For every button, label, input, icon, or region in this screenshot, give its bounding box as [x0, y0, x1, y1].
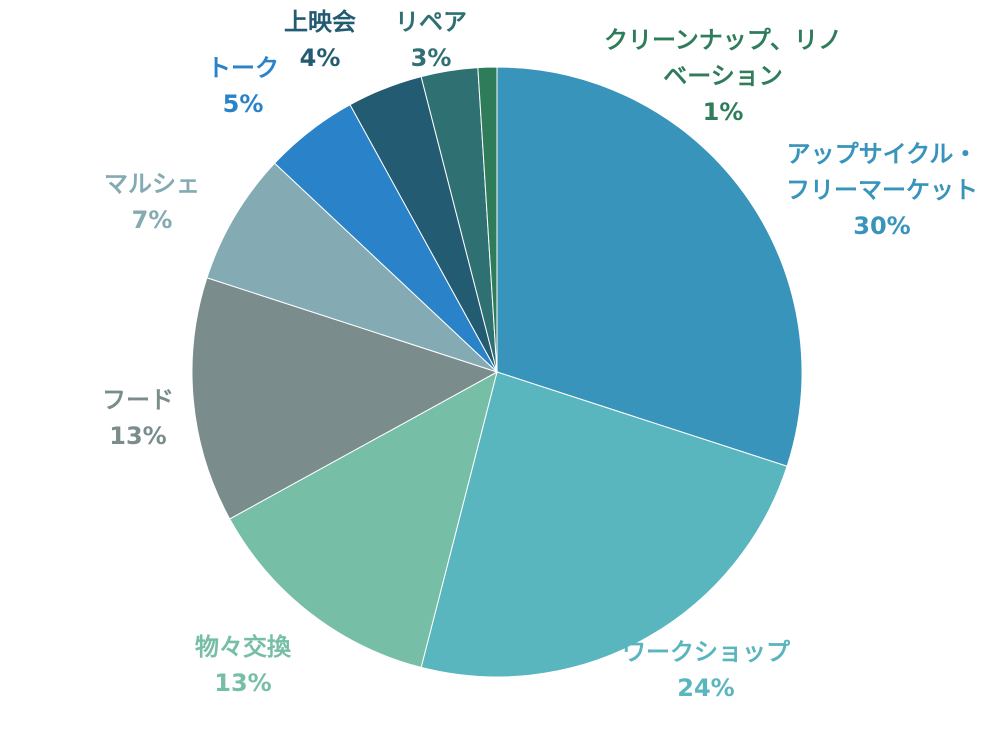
data-label-value: 13% — [214, 669, 271, 697]
data-label-category: ベーション — [663, 62, 783, 90]
data-label-value: 5% — [223, 90, 264, 118]
data-label-category: フリーマーケット — [786, 176, 978, 204]
data-label-5: マルシェ 7% — [104, 170, 200, 234]
pie-slice-1 — [496, 66, 803, 467]
pie-slice-4 — [191, 277, 499, 520]
data-label-value: 30% — [853, 212, 910, 240]
pie-slice-9 — [477, 66, 498, 373]
data-label-2: ワークショップ 24% — [622, 638, 791, 702]
data-label-category: ワークショップ — [622, 638, 791, 666]
data-label-3: 物々交換 13% — [195, 633, 292, 697]
data-label-category: クリーンナップ、リノ — [604, 26, 842, 54]
pie-slice-3 — [229, 371, 498, 669]
data-label-category: アップサイクル・ — [787, 140, 978, 168]
data-label-1: アップサイクル・フリーマーケット 30% — [786, 140, 978, 240]
data-label-category: トーク — [207, 54, 279, 82]
data-label-category: 物々交換 — [195, 633, 292, 661]
data-label-category: 上映会 — [284, 8, 356, 36]
data-label-7: 上映会 4% — [284, 8, 356, 72]
pie-slice-2 — [420, 371, 788, 678]
data-label-4: フード 13% — [102, 386, 174, 450]
data-label-value: 3% — [411, 44, 452, 72]
data-label-value: 24% — [677, 674, 734, 702]
data-label-value: 13% — [109, 422, 166, 450]
data-label-8: リペア 3% — [395, 8, 467, 72]
data-label-category: フード — [102, 386, 174, 414]
data-label-6: トーク 5% — [207, 54, 279, 118]
data-label-value: 4% — [300, 44, 341, 72]
data-label-value: 1% — [703, 98, 744, 126]
pie-slice-5 — [206, 162, 498, 373]
data-label-category: リペア — [395, 8, 467, 36]
data-label-category: マルシェ — [104, 170, 200, 198]
data-label-value: 7% — [132, 206, 173, 234]
